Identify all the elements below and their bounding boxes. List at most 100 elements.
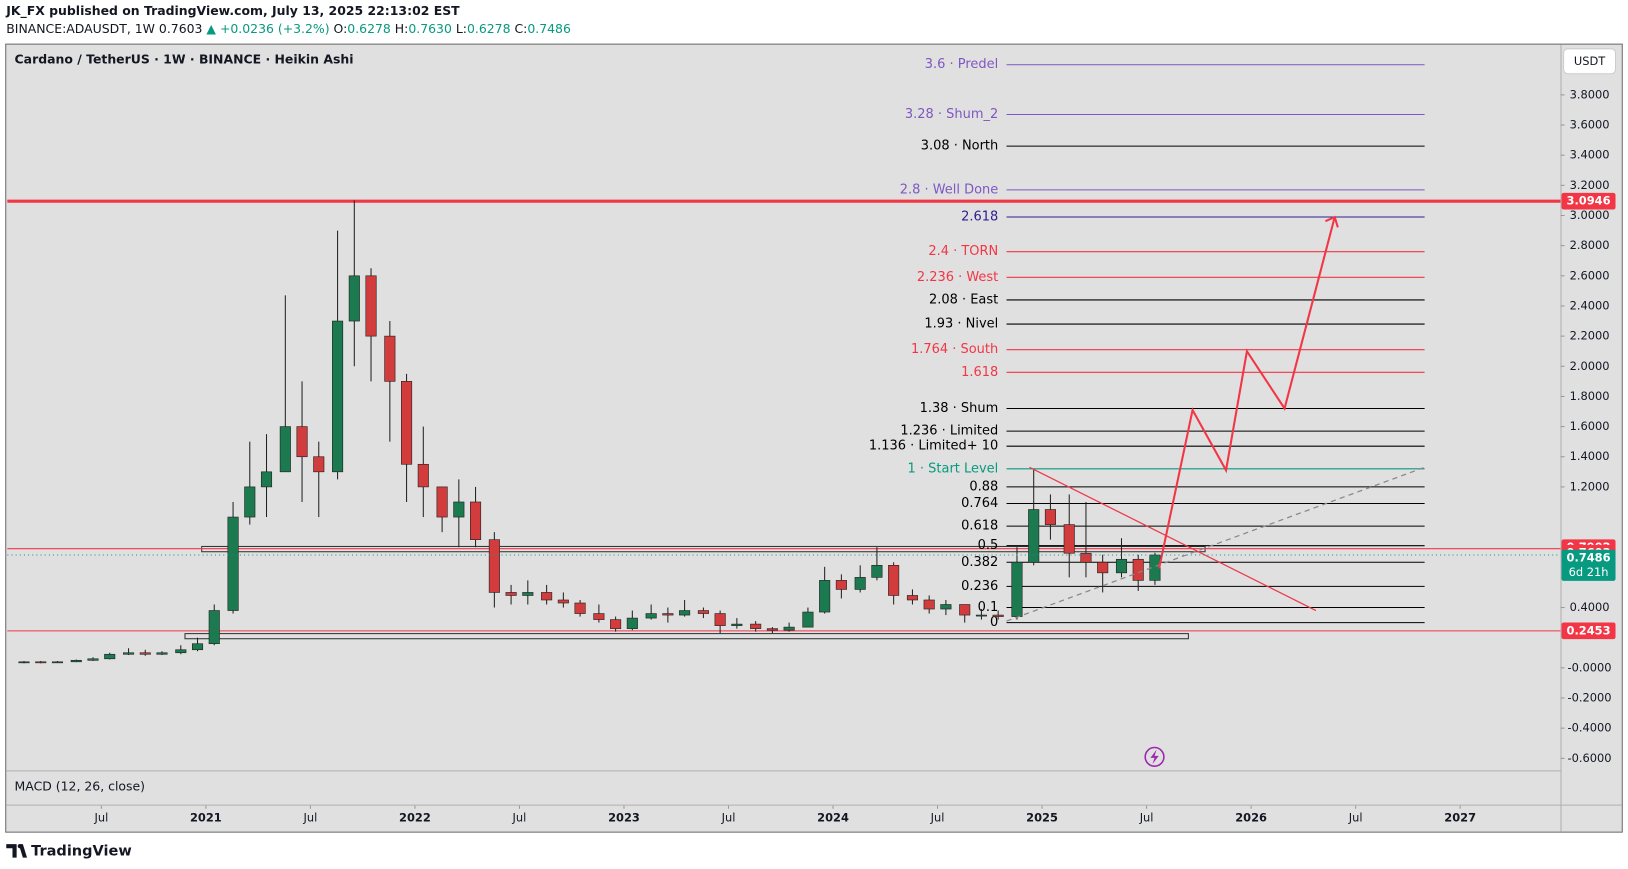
candle-body [87, 658, 99, 661]
y-tick-label: 0.4000 [1570, 600, 1610, 614]
symbol-line: BINANCE:ADAUSDT, 1W 0.7603 ▲ +0.0236 (+3… [6, 21, 571, 36]
y-tick-label: 3.6000 [1570, 118, 1610, 132]
candle-body [731, 623, 743, 626]
fib-label: 2.8 · Well Done [900, 182, 999, 197]
x-tick-label: 2027 [1444, 811, 1476, 825]
candle-body [1115, 558, 1128, 574]
y-tick-label: 3.8000 [1570, 87, 1610, 101]
candle-body [279, 426, 291, 473]
x-tick-label: Jul [303, 811, 318, 825]
candle-body [35, 661, 47, 664]
fib-label: 0.88 [969, 479, 998, 494]
candle-body [51, 661, 64, 664]
fib-label: 0.618 [961, 519, 998, 534]
price-label: 3.0946 [1567, 194, 1611, 208]
projection-path [1158, 216, 1336, 569]
candle-body [522, 592, 534, 596]
candle-body [750, 623, 762, 629]
fib-label: 1.618 [961, 365, 998, 380]
fib-label: 2.08 · East [929, 292, 998, 307]
candle-body [940, 604, 952, 610]
ohlc-label: C: [514, 21, 527, 36]
fib-label: 0.764 [961, 496, 998, 511]
currency-button[interactable] [1563, 48, 1617, 75]
candle-body [923, 599, 935, 610]
candle-body [610, 619, 622, 629]
y-tick-label: 1.8000 [1570, 389, 1610, 403]
x-tick-label: 2026 [1235, 811, 1267, 825]
candle-body [714, 613, 726, 626]
candle-body [1063, 524, 1075, 554]
fib-label: 0 [990, 615, 998, 630]
candle-body [296, 426, 308, 458]
ohlc-value: 0.6278 [347, 21, 391, 36]
candle-body [436, 486, 448, 518]
candle-body [1097, 561, 1109, 574]
candle-body [541, 592, 553, 601]
brand-logo [6, 844, 28, 858]
fib-label: 1.136 · Limited+ 10 [869, 439, 998, 454]
ohlc-value: 0.7630 [408, 21, 452, 36]
x-tick-label: 2025 [1026, 811, 1058, 825]
candle-body [139, 652, 151, 655]
candle-body [470, 501, 482, 540]
indicator-label: MACD (12, 26, close) [15, 778, 145, 793]
candle-body [1132, 558, 1144, 581]
x-tick-label: 2024 [817, 811, 849, 825]
candle-body [156, 652, 168, 655]
fib-label: 3.28 · Shum_2 [905, 107, 998, 122]
zone [184, 633, 1189, 640]
x-tick-label: Jul [512, 811, 527, 825]
price-label: 0.7486 [1567, 551, 1611, 565]
y-tick-label: 1.2000 [1570, 479, 1610, 493]
candle-body [332, 320, 344, 473]
candle-body [1011, 561, 1023, 617]
y-tick-label: 2.8000 [1570, 238, 1610, 252]
ohlc-label: L: [456, 21, 467, 36]
candle-body [1080, 552, 1092, 563]
candle-body [906, 595, 918, 601]
price-label-box [1561, 192, 1616, 210]
currency[interactable]: USDT [1574, 54, 1605, 68]
candle-body [227, 516, 239, 611]
candle-body [260, 471, 273, 488]
y-tick-label: 2.2000 [1570, 329, 1610, 343]
candle-body [1028, 509, 1040, 563]
y-tick-label: 2.6000 [1570, 268, 1610, 282]
fib-label: 2.4 · TORN [928, 244, 998, 259]
y-tick-label: 1.6000 [1570, 419, 1610, 433]
fib-label: 1.38 · Shum [920, 401, 999, 416]
x-tick-label: 2021 [190, 811, 222, 825]
candle-body [975, 614, 987, 617]
candle-body [783, 626, 795, 631]
y-tick-label: -0.6000 [1568, 751, 1612, 765]
candle-body [1044, 509, 1056, 525]
price-label-box [1561, 622, 1616, 640]
candle-body [662, 613, 674, 616]
fib-label: 1.93 · Nivel [924, 317, 998, 332]
candle-body [70, 659, 82, 663]
candle-body [802, 611, 814, 628]
candle-body [593, 613, 605, 620]
candle-body [574, 602, 586, 614]
candle-body [854, 577, 866, 590]
candle-body [959, 604, 971, 616]
fib-label: 0.382 [961, 555, 998, 570]
alert-icon[interactable] [1144, 746, 1165, 767]
fib-label: 2.618 [961, 210, 998, 225]
fib-label: 3.6 · Predel [925, 57, 998, 72]
candle-body [626, 617, 638, 629]
candle-body [453, 501, 465, 518]
ohlc-label: H: [395, 21, 409, 36]
y-tick-label: -0.2000 [1568, 690, 1612, 704]
candle-body [18, 661, 30, 664]
x-tick-label: Jul [93, 811, 108, 825]
publisher: JK_FX published on TradingView.com, July… [5, 3, 460, 19]
y-tick-label: 3.4000 [1570, 148, 1610, 162]
y-tick-label: 2.4000 [1570, 298, 1610, 312]
x-tick-label: 2023 [608, 811, 640, 825]
chart-frame [5, 43, 1623, 833]
fib-label: 0.236 [961, 579, 998, 594]
